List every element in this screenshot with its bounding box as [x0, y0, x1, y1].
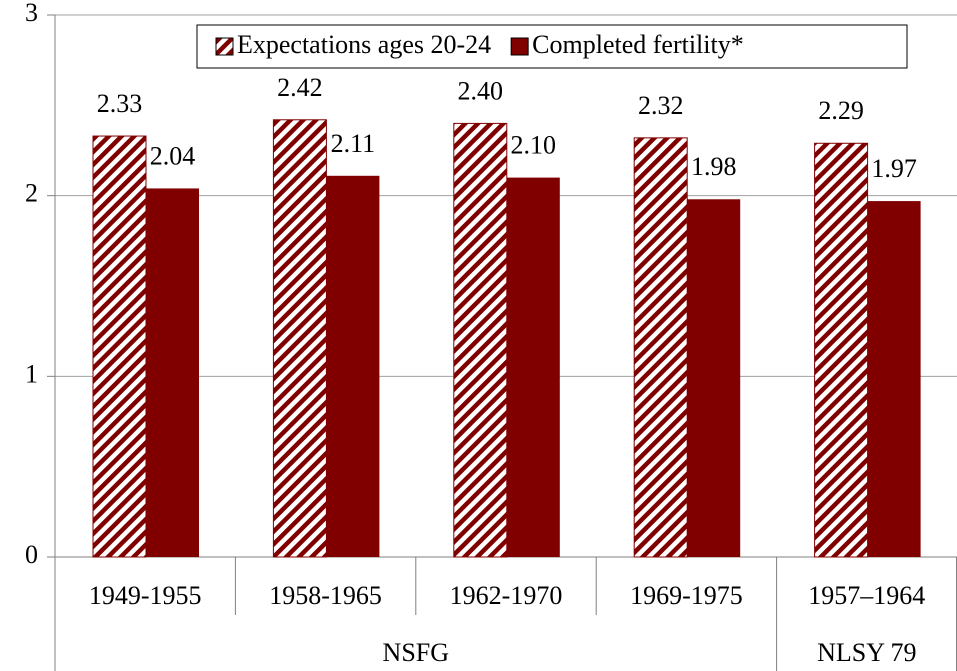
y-tick-label: 2 — [25, 179, 38, 208]
y-tick-label: 0 — [25, 540, 38, 569]
value-label: 2.42 — [277, 73, 323, 102]
bar — [453, 122, 508, 558]
value-label: 2.04 — [150, 141, 196, 170]
value-label: 2.32 — [638, 91, 684, 120]
value-label: 1.97 — [871, 154, 917, 183]
y-tick-label: 1 — [25, 359, 38, 388]
x-tick-label: 1958-1965 — [269, 581, 382, 610]
bar — [867, 201, 921, 557]
x-tick-label: 1957–1964 — [808, 581, 925, 610]
y-tick-label: 3 — [25, 0, 38, 27]
value-label: 2.33 — [97, 89, 143, 118]
value-label: 2.11 — [331, 129, 376, 158]
legend-label: Completed fertility* — [532, 30, 744, 59]
group-label: NSFG — [383, 638, 449, 667]
value-label: 1.98 — [691, 152, 737, 181]
legend-swatch — [215, 37, 234, 56]
legend-label: Expectations ages 20-24 — [237, 30, 491, 59]
value-label: 2.40 — [458, 76, 504, 105]
value-label: 2.29 — [818, 96, 864, 125]
group-label: NLSY 79 — [817, 638, 916, 667]
bar — [633, 137, 688, 558]
bar — [272, 119, 327, 558]
x-tick-label: 1969-1975 — [630, 581, 743, 610]
x-tick-label: 1949-1955 — [89, 581, 202, 610]
value-label: 2.10 — [511, 131, 557, 160]
bar — [92, 135, 147, 558]
bar — [506, 177, 560, 557]
bar — [326, 175, 380, 557]
x-tick-label: 1962-1970 — [450, 581, 563, 610]
legend-swatch — [510, 37, 529, 56]
bar — [814, 142, 869, 558]
legend-box — [196, 24, 908, 69]
bar — [146, 188, 199, 557]
bar — [687, 199, 741, 557]
